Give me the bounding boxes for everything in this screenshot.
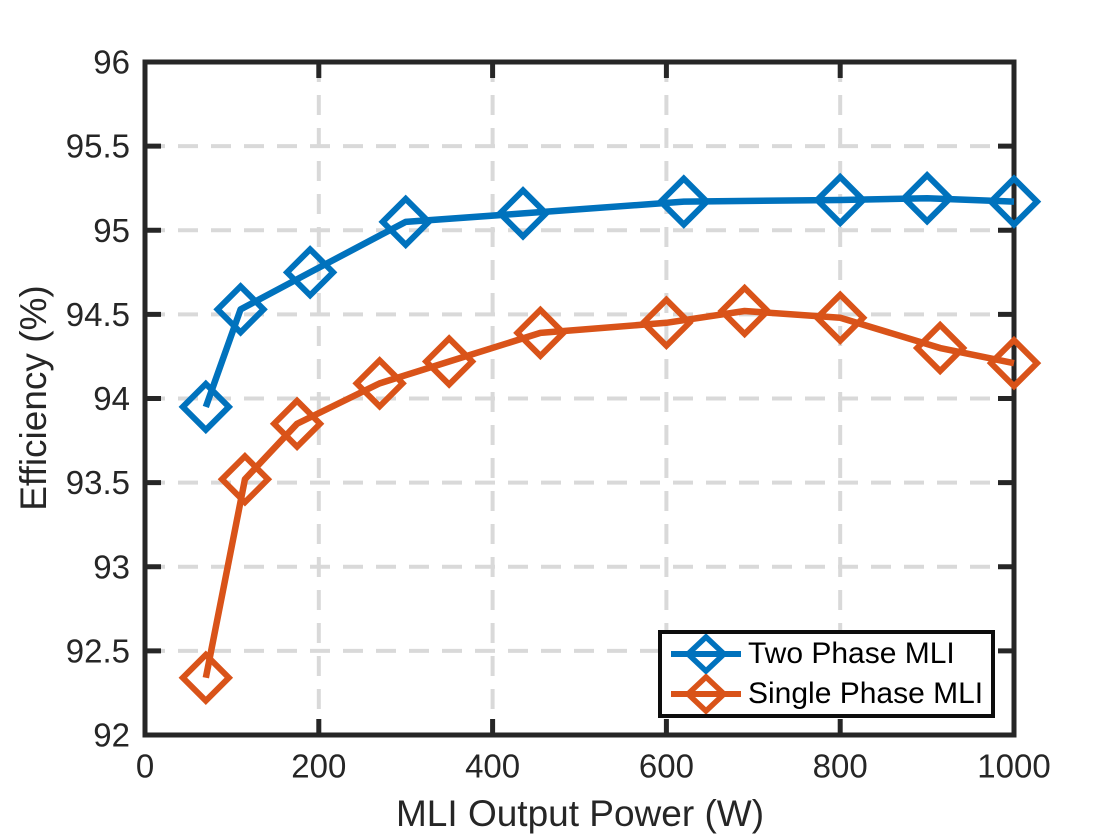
legend-item-label: Two Phase MLI (748, 637, 955, 670)
series-single-phase-mli (178, 283, 1042, 706)
y-tick-label: 92.5 (66, 632, 130, 669)
x-tick-label: 600 (639, 748, 694, 785)
diamond-marker (912, 320, 968, 376)
x-tick-label: 800 (813, 748, 868, 785)
legend-item: Single Phase MLI (668, 674, 991, 714)
legend: Two Phase MLI Single Phase MLI (658, 630, 995, 718)
y-axis-label: Efficiency (%) (13, 285, 54, 511)
diamond-marker (986, 174, 1042, 229)
diamond-marker (213, 282, 268, 337)
series-two-phase-mli (178, 171, 1042, 435)
diamond-marker (178, 650, 234, 706)
diamond-marker (495, 186, 551, 241)
diamond-marker (986, 335, 1042, 391)
legend-item-label: Single Phase MLI (748, 677, 984, 710)
y-tick-label: 95.5 (66, 128, 130, 165)
diamond-marker (217, 452, 273, 507)
y-tick-labels: 92 92.5 93 93.5 94 94.5 95 95.5 96 (66, 44, 130, 754)
x-axis-label: MLI Output Power (W) (395, 793, 765, 834)
y-tick-label: 93 (93, 548, 130, 585)
diamond-marker (812, 172, 868, 228)
x-tick-label: 200 (291, 748, 346, 785)
x-tick-label: 400 (465, 748, 520, 785)
legend-item: Two Phase MLI (668, 634, 991, 674)
series-line (202, 195, 1015, 409)
diamond-marker (717, 283, 772, 339)
legend-marker-icon (671, 674, 741, 714)
x-tick-labels: 0 200 400 600 800 1000 (136, 748, 1051, 785)
y-tick-label: 95 (93, 212, 130, 249)
diamond-marker (378, 194, 433, 250)
series-line (202, 307, 1015, 679)
diamond-marker (656, 174, 712, 229)
y-tick-label: 94.5 (66, 296, 130, 333)
y-tick-label: 94 (93, 380, 130, 417)
y-tick-label: 92 (93, 717, 130, 754)
diamond-marker (282, 245, 338, 300)
diamond-marker (812, 290, 868, 345)
y-tick-label: 96 (93, 44, 130, 81)
diamond-marker (639, 295, 694, 351)
plot-box (142, 59, 1017, 738)
legend-marker-icon (671, 634, 741, 674)
diamond-marker (178, 379, 234, 435)
diamond-marker (899, 171, 955, 226)
y-tick-label: 93.5 (66, 464, 130, 501)
diamond-marker (269, 396, 325, 451)
diamond-marker (513, 305, 568, 361)
x-tick-label: 1000 (977, 748, 1050, 785)
diamond-marker (421, 334, 477, 389)
diamond-marker (352, 356, 407, 411)
x-tick-label: 0 (136, 748, 154, 785)
